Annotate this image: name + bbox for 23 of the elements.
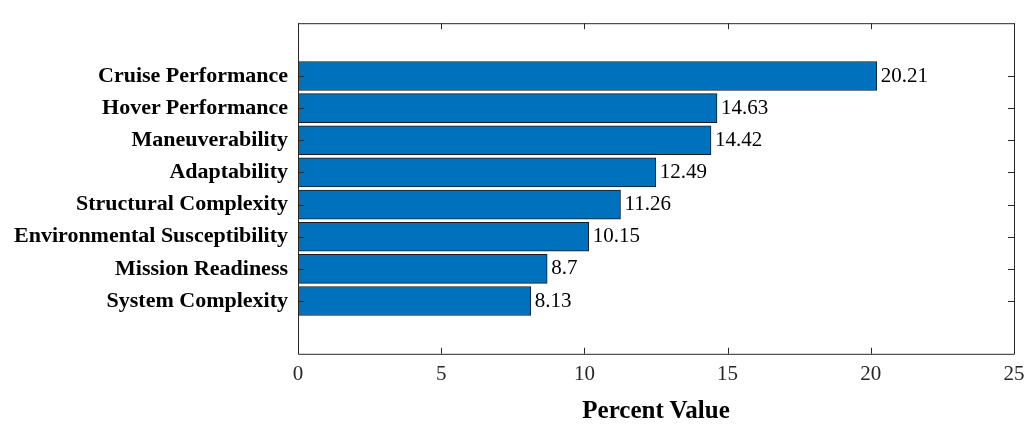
y-tick-label: Mission Readiness <box>115 254 289 280</box>
x-tick-label: 10 <box>573 360 595 385</box>
y-tick-label: Hover Performance <box>102 93 289 119</box>
data-label: 14.42 <box>715 126 763 151</box>
x-tick-label: 25 <box>1003 360 1025 385</box>
data-label: 11.26 <box>624 191 671 216</box>
y-tick-label: Cruise Performance <box>98 61 289 87</box>
x-tick-label: 15 <box>717 360 739 385</box>
y-tick-label: Structural Complexity <box>75 190 289 216</box>
y-tick-label: System Complexity <box>106 286 289 312</box>
x-axis-title: Percent Value <box>582 396 730 424</box>
data-label: 14.63 <box>721 94 769 119</box>
data-label: 10.15 <box>592 223 640 248</box>
y-tick-label: Environmental Susceptibility <box>13 222 289 248</box>
data-label: 8.13 <box>534 287 572 312</box>
data-label: 20.21 <box>880 62 929 87</box>
data-label: 12.49 <box>659 158 707 183</box>
x-tick-label: 0 <box>292 360 304 385</box>
x-tick-label: 20 <box>860 360 882 385</box>
y-tick-label: Adaptability <box>169 158 289 184</box>
x-tick-label: 5 <box>435 360 447 385</box>
y-tick-label: Maneuverability <box>131 125 289 151</box>
data-label: 8.7 <box>551 255 578 280</box>
